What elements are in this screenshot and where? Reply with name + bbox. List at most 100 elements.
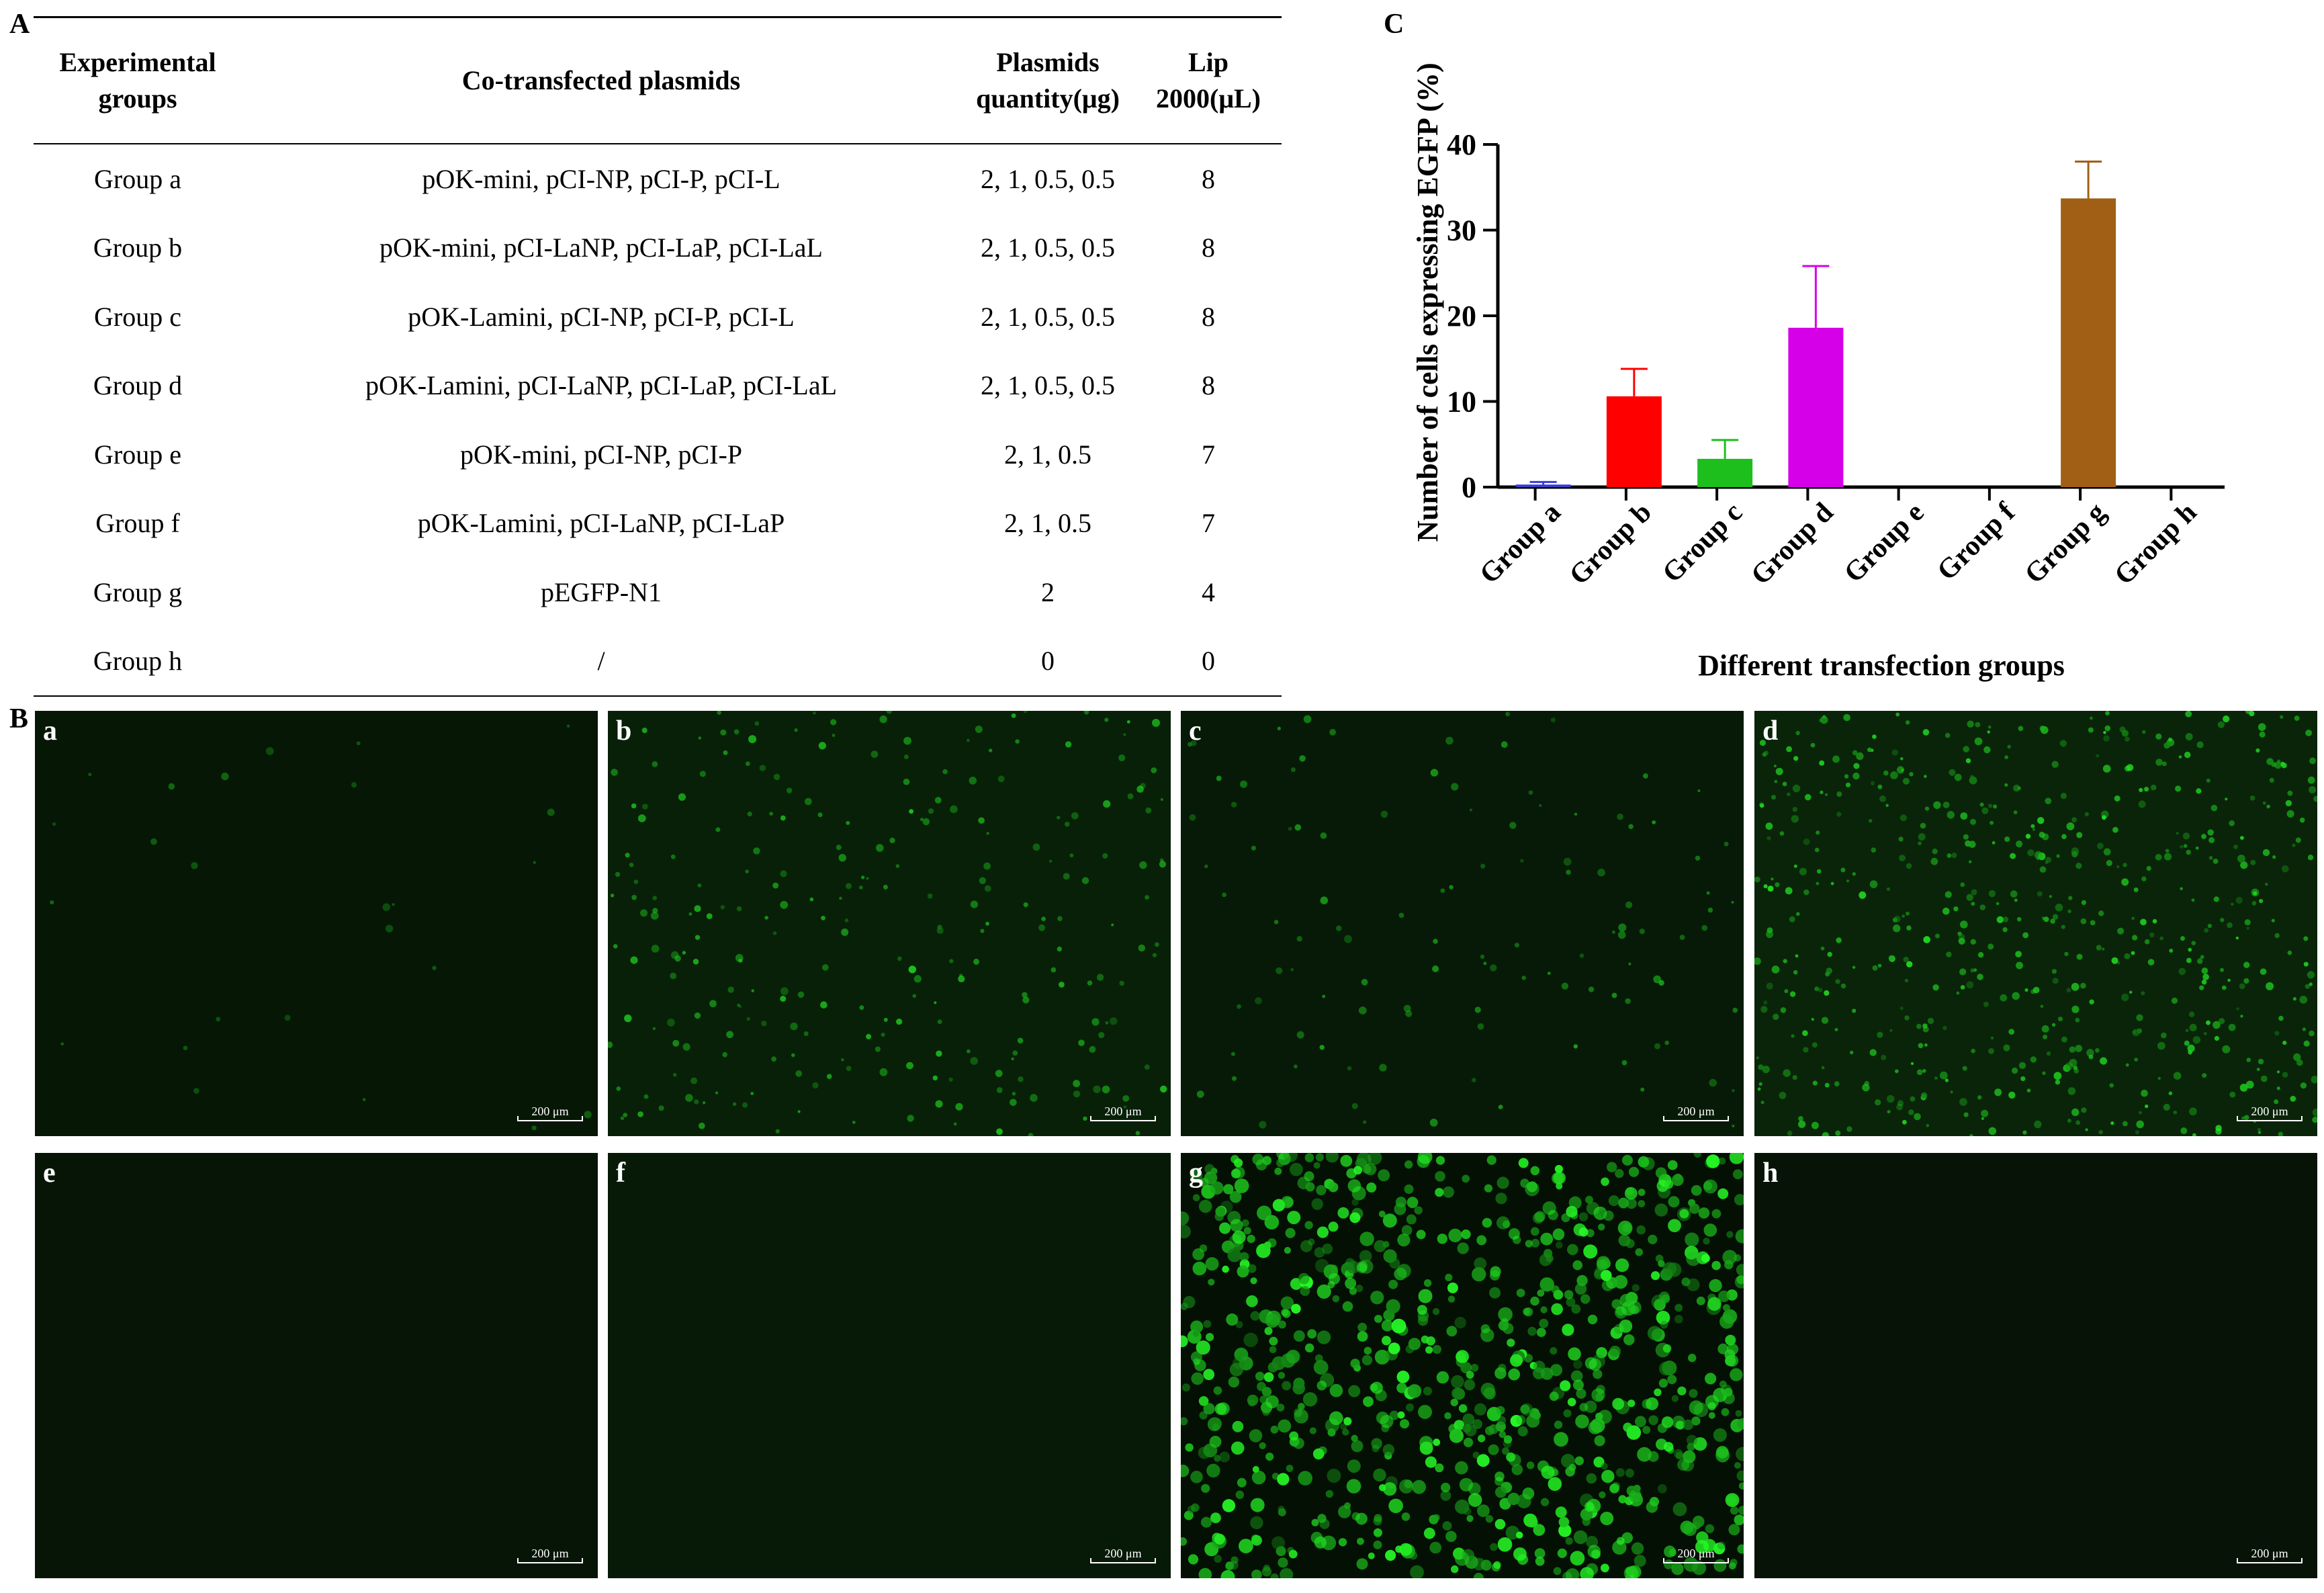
cell-dot [1759, 802, 1764, 807]
cell-dot [1160, 1085, 1167, 1093]
cell-dot [1423, 1527, 1435, 1539]
cell-dot [1877, 963, 1882, 968]
cell-dot [1277, 726, 1281, 730]
cell-dot [1924, 775, 1927, 778]
cell-dot [1276, 1546, 1286, 1557]
cell-dot [2141, 1089, 2148, 1097]
cell-dot [735, 953, 744, 962]
cell-dot [1689, 1203, 1700, 1214]
cell-dot [1188, 742, 1192, 747]
cell-dot [726, 1031, 733, 1039]
cell-dot [706, 913, 713, 919]
cell-dot [1476, 1454, 1490, 1467]
cell-dot [1355, 1512, 1368, 1525]
cell-dot [1799, 867, 1807, 875]
cell-dot [2175, 785, 2182, 792]
cell-dot [1662, 1344, 1672, 1353]
cell-quantity: 2 [1041, 576, 1055, 607]
header-groups: Experimental groups [34, 44, 242, 117]
cell-dot [641, 728, 647, 734]
cell-dot [1551, 1303, 1563, 1316]
cell-dot [1629, 1490, 1642, 1503]
cell-dot [1237, 1004, 1241, 1009]
cell-dot [1695, 855, 1701, 861]
cell-dot [1250, 1498, 1265, 1512]
cell-dot [970, 900, 978, 908]
cell-dot [2161, 1032, 2167, 1039]
cell-dot [2144, 939, 2150, 945]
cell-dot [2180, 1127, 2188, 1134]
cell-dot [1593, 1369, 1603, 1379]
cell-dot [1856, 752, 1864, 761]
cell-dot [1210, 1512, 1221, 1524]
cell-dot [2037, 891, 2043, 897]
cell-dot [2064, 951, 2069, 957]
cell-dot [1388, 1342, 1400, 1354]
cell-dot [1181, 1537, 1188, 1546]
cell-dot [1550, 718, 1556, 723]
cell-dot [1286, 1465, 1294, 1472]
cell-dot [1401, 1225, 1413, 1236]
cell-dot [1609, 1345, 1621, 1357]
cell-dot [2243, 978, 2249, 984]
cell-dot [1316, 1380, 1327, 1391]
cell-dot [1901, 769, 1904, 772]
cell-dot [1658, 1260, 1665, 1267]
cell-dot [1902, 1119, 1907, 1125]
cell-dot [2249, 711, 2255, 717]
cell-dot [895, 864, 900, 868]
cell-dot [2259, 731, 2266, 738]
cell-dot [1273, 920, 1279, 924]
cell-dot [2243, 961, 2250, 968]
cell-dot [1322, 994, 1326, 998]
cell-dot [1646, 1397, 1659, 1410]
cell-dot [2095, 1048, 2100, 1053]
cell-dot [1397, 1411, 1405, 1419]
cell-dot [1214, 1533, 1225, 1545]
cell-dot [1609, 1483, 1619, 1494]
cell-dot [637, 814, 646, 822]
cell-dot [1455, 1551, 1470, 1566]
cell-dot [1916, 1023, 1922, 1029]
cell-dot [1758, 1064, 1764, 1070]
cell-dot [637, 1111, 643, 1117]
cell-dot [2142, 730, 2146, 734]
cell-dot [1970, 939, 1976, 945]
cell-dot [797, 1110, 801, 1113]
cell-dot [1713, 1428, 1727, 1442]
cell-dot [1822, 1132, 1830, 1136]
cell-dot [2058, 1017, 2063, 1022]
cell-dot [1990, 820, 1994, 825]
cell-dot [1705, 1373, 1717, 1385]
cell-dot [1869, 1049, 1877, 1056]
cell-dot [1336, 925, 1342, 931]
cell-dot [1203, 1403, 1215, 1415]
cell-dot [1507, 1492, 1520, 1506]
cell-dot [1389, 1410, 1399, 1420]
cell-dot [1111, 923, 1114, 927]
y-tick-label: 20 [1447, 300, 1476, 333]
cell-dot [1736, 1447, 1744, 1461]
cell-dot [1977, 1095, 1982, 1100]
cell-dot [1600, 1512, 1614, 1525]
cell-dot [1127, 793, 1134, 800]
cell-dot [1320, 832, 1327, 839]
cell-dot [1251, 1470, 1266, 1485]
cell-dot [953, 1122, 957, 1126]
cell-dot [1756, 1056, 1759, 1060]
cell-dot [2014, 898, 2018, 902]
cell-dot [1399, 1543, 1413, 1556]
cell-dot [1766, 982, 1773, 990]
cell-dot [1494, 1367, 1507, 1379]
cell-dot [794, 728, 798, 732]
cell-dot [2231, 902, 2234, 906]
cell-dot [1658, 1379, 1668, 1388]
cell-dot [1262, 1156, 1272, 1166]
cell-dot [2260, 1075, 2268, 1082]
cell-dot [1269, 1336, 1278, 1346]
cell-dot [2041, 1025, 2049, 1033]
table-row: Group f pOK-Lamini, pCI-LaNP, pCI-LaP 2, 1… [34, 489, 1282, 558]
cell-dot [1229, 1560, 1239, 1570]
cell-dot [2069, 1058, 2077, 1067]
cell-dot [1521, 1403, 1533, 1416]
